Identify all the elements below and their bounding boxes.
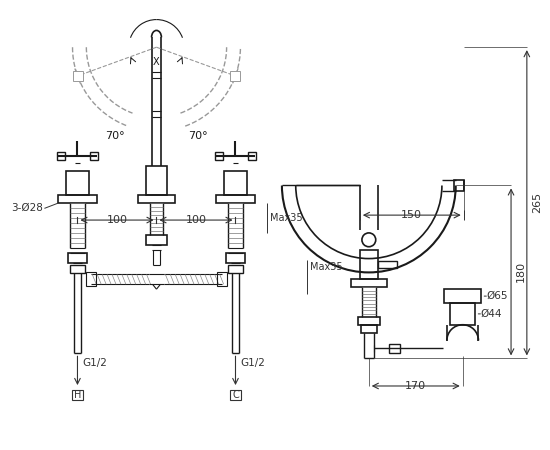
Bar — [360, 250, 378, 279]
Bar — [58, 195, 97, 203]
Bar — [146, 166, 167, 195]
Bar — [68, 252, 87, 262]
Bar — [72, 390, 84, 400]
Bar — [138, 195, 175, 203]
Bar — [86, 272, 96, 286]
Text: 180: 180 — [516, 261, 526, 283]
Text: 100: 100 — [185, 215, 206, 225]
Bar — [73, 71, 82, 81]
Bar — [216, 195, 255, 203]
Bar — [230, 71, 240, 81]
Text: C: C — [232, 390, 239, 400]
Text: 100: 100 — [107, 215, 128, 225]
Bar — [90, 152, 98, 160]
Text: 150: 150 — [402, 210, 422, 220]
Text: 70°: 70° — [188, 131, 208, 141]
Text: H: H — [74, 390, 81, 400]
Bar — [378, 261, 398, 269]
Bar — [226, 252, 245, 262]
Bar — [361, 325, 377, 333]
Text: Ø44: Ø44 — [481, 309, 502, 319]
Bar — [450, 303, 476, 325]
Text: Max35: Max35 — [310, 262, 342, 272]
Bar — [214, 152, 223, 160]
Bar — [146, 235, 167, 245]
Bar — [229, 390, 241, 400]
Bar — [57, 152, 65, 160]
Bar — [217, 272, 227, 286]
Text: 3-Ø28: 3-Ø28 — [12, 203, 43, 213]
Text: Ø65: Ø65 — [486, 291, 508, 301]
Text: Max35: Max35 — [270, 213, 303, 223]
Bar — [228, 266, 244, 274]
Bar — [351, 279, 387, 287]
Text: 170: 170 — [405, 381, 426, 391]
Bar — [224, 171, 248, 195]
Bar — [389, 343, 400, 353]
Text: X: X — [153, 57, 160, 67]
Bar — [358, 317, 379, 325]
Bar — [69, 266, 85, 274]
Bar — [249, 152, 256, 160]
Bar — [444, 289, 481, 303]
Bar — [65, 171, 89, 195]
Text: G1/2: G1/2 — [240, 358, 265, 369]
Text: 265: 265 — [532, 192, 542, 213]
Text: G1/2: G1/2 — [82, 358, 107, 369]
Text: 70°: 70° — [105, 131, 125, 141]
Bar — [454, 180, 464, 191]
